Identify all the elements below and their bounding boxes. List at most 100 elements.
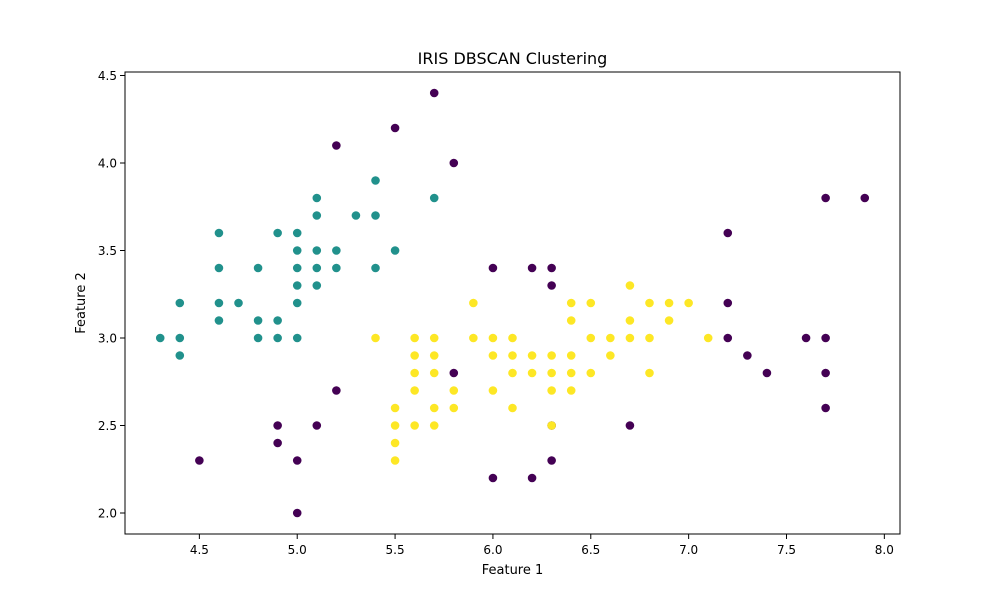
data-point xyxy=(312,421,322,430)
data-point xyxy=(175,351,185,360)
data-point xyxy=(292,281,302,290)
data-point xyxy=(527,368,537,378)
data-point xyxy=(273,421,282,430)
data-point xyxy=(586,368,596,378)
data-point xyxy=(214,228,224,238)
data-point xyxy=(566,368,576,378)
data-point xyxy=(449,368,459,378)
data-point xyxy=(547,386,556,395)
x-tick-label: 7.5 xyxy=(777,543,796,557)
data-point xyxy=(625,281,635,290)
data-point xyxy=(371,176,380,185)
data-point xyxy=(332,141,341,150)
data-point xyxy=(253,316,263,325)
data-point xyxy=(292,456,302,465)
x-tick-label: 4.5 xyxy=(190,543,209,557)
data-point xyxy=(469,298,478,308)
data-point xyxy=(292,228,302,238)
y-axis: 2.0 2.5 3.0 3.5 4.0 4.5 xyxy=(98,69,125,521)
data-point xyxy=(860,193,870,203)
data-point xyxy=(703,333,713,343)
data-point xyxy=(743,351,752,360)
data-point xyxy=(449,403,459,413)
data-point xyxy=(527,263,537,273)
data-point xyxy=(508,333,517,343)
x-tick-label: 7.0 xyxy=(679,543,698,557)
data-point xyxy=(292,508,302,518)
data-point xyxy=(645,333,654,343)
data-point xyxy=(625,316,635,325)
data-point xyxy=(351,211,361,220)
data-point xyxy=(410,333,419,343)
data-point xyxy=(566,316,576,325)
data-point xyxy=(273,333,282,343)
data-point xyxy=(312,246,322,255)
data-point xyxy=(273,438,282,448)
data-point xyxy=(527,351,537,360)
y-tick-label: 4.5 xyxy=(98,69,117,83)
data-point xyxy=(371,333,380,343)
data-point xyxy=(508,351,517,360)
data-point xyxy=(821,368,830,378)
data-point xyxy=(390,438,400,448)
data-point xyxy=(429,351,439,360)
x-axis: 4.5 5.0 5.5 6.0 6.5 7.0 7.5 8.0 xyxy=(190,534,894,557)
data-point xyxy=(312,211,322,220)
data-point xyxy=(429,193,439,203)
data-point xyxy=(821,403,830,413)
data-point xyxy=(390,421,400,430)
data-point xyxy=(488,473,498,483)
data-point xyxy=(175,298,185,308)
data-point xyxy=(410,421,419,430)
data-point xyxy=(371,211,380,220)
data-point xyxy=(429,333,439,343)
data-point xyxy=(566,298,576,308)
data-point xyxy=(488,263,498,273)
x-tick-label: 8.0 xyxy=(875,543,894,557)
data-point xyxy=(390,456,400,465)
data-point xyxy=(547,263,556,273)
data-point xyxy=(801,333,811,343)
x-tick-label: 5.5 xyxy=(386,543,405,557)
data-point xyxy=(547,281,556,290)
y-tick-label: 3.0 xyxy=(98,332,117,346)
data-point xyxy=(566,386,576,395)
data-point xyxy=(214,263,224,273)
data-point xyxy=(234,298,243,308)
x-tick-label: 6.5 xyxy=(581,543,600,557)
data-point xyxy=(625,421,635,430)
data-point xyxy=(273,228,282,238)
data-point xyxy=(429,88,439,98)
data-point xyxy=(175,333,185,343)
data-point xyxy=(195,456,204,465)
data-point xyxy=(390,403,400,413)
data-point xyxy=(390,123,400,133)
data-point xyxy=(821,333,830,343)
plot-frame xyxy=(124,71,901,535)
data-point xyxy=(488,386,498,395)
data-point xyxy=(292,298,302,308)
x-tick-label: 6.0 xyxy=(483,543,502,557)
data-point xyxy=(566,351,576,360)
y-tick-label: 2.5 xyxy=(98,419,117,433)
data-point xyxy=(547,368,556,378)
y-tick-label: 4.0 xyxy=(98,157,117,171)
y-tick-label: 2.0 xyxy=(98,507,117,521)
data-point xyxy=(312,193,322,203)
data-point xyxy=(488,333,498,343)
data-point xyxy=(332,386,341,395)
data-point xyxy=(645,368,654,378)
x-tick-label: 5.0 xyxy=(288,543,307,557)
data-point xyxy=(723,228,733,238)
data-point xyxy=(253,333,263,343)
data-point xyxy=(273,316,282,325)
data-point xyxy=(429,368,439,378)
data-point xyxy=(292,246,302,255)
data-point xyxy=(625,333,635,343)
data-point xyxy=(547,351,556,360)
data-point xyxy=(508,403,517,413)
data-point xyxy=(390,246,400,255)
data-point xyxy=(214,316,224,325)
